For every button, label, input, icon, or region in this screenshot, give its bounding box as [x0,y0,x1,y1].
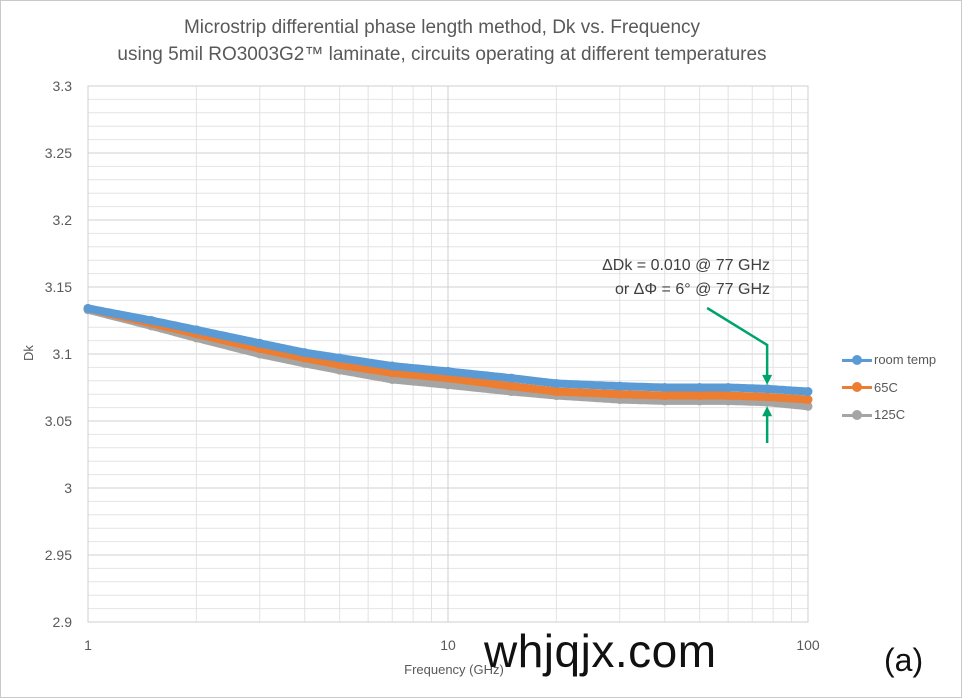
y-tick-label: 2.95 [45,547,72,563]
series-65c-point [506,381,516,391]
legend: room temp 65C 125C [842,346,936,429]
series-room-temp-point [506,373,516,383]
series-65c-point [762,392,772,402]
series-room-temp-point [723,383,733,392]
y-axis-label: Dk [21,345,36,361]
legend-swatch-room-temp [842,354,872,366]
series-65c-point [443,373,453,383]
annotation-arrows [706,306,773,443]
legend-swatch-65c [842,381,872,393]
legend-item-room-temp: room temp [842,346,936,374]
series-65c-point [695,391,705,401]
plot-area-border [87,85,809,623]
legend-label-room-temp: room temp [874,352,937,368]
series-65c-point [660,391,670,401]
y-tick-label: 2.9 [53,614,73,630]
tick-layer: 2.9 2.95 3 3.05 3.1 3.15 3.2 3.25 3.3 1 10 100 [45,78,820,653]
y-tick-label: 3.1 [53,346,73,362]
y-tick-label: 3 [64,480,72,496]
annotation-arrow-down [706,306,769,377]
y-tick-label: 3.15 [45,279,72,295]
series-125c-point [803,401,813,411]
x-tick-label: 1 [84,637,92,653]
chart-title-line2: using 5mil RO3003G2™ laminate, circuits … [117,44,767,65]
delta-phase-text: or ΔΦ = 6° @ 77 GHz [614,281,770,298]
x-axis-label: Frequency (GHz) [404,662,504,677]
series-room-temp-point [551,378,561,388]
series-room-temp-point [803,387,813,397]
y-tick-label: 3.3 [53,78,73,94]
legend-label-125c: 125C [874,407,906,423]
series-65c [83,303,813,405]
series-room-temp-point [615,381,625,391]
series-room-temp-point [191,325,201,335]
series-room-temp-point [83,303,93,313]
series-room-temp-point [660,383,670,392]
series-room-temp [83,303,813,397]
series-layer [83,303,813,411]
series-65c-point [335,360,345,370]
series-65c-point [723,391,733,401]
series-room-temp-point [146,316,156,325]
series-125c-point [443,380,453,390]
series-65c-point [615,389,625,399]
series-room-temp-point [300,348,310,358]
chart-title-line1: Microstrip differential phase length met… [183,17,701,38]
chart-title: Microstrip differential phase length met… [0,14,884,68]
y-tick-label: 3.2 [53,212,73,228]
y-tick-label: 3.05 [45,413,72,429]
y-tick-label: 3.25 [45,145,72,161]
series-65c-point [803,395,813,405]
delta-annotation: ΔDk = 0.010 @ 77 GHz or ΔΦ = 6° @ 77 GHz [602,254,770,302]
annotation-arrowhead-down [762,374,773,385]
delta-dk-text: ΔDk = 0.010 @ 77 GHz [602,257,770,274]
x-tick-label: 100 [796,637,820,653]
watermark-text: whjqjx.com [484,625,717,677]
legend-item-125c: 125C [842,401,936,429]
grid-layer [87,85,809,623]
legend-swatch-125c [842,409,872,421]
series-room-temp-point [335,353,345,363]
series-room-temp-point [762,384,772,394]
series-room-temp-point [387,361,397,371]
series-65c-point [387,368,397,378]
x-tick-label: 10 [440,637,456,653]
panel-label: (a) [884,642,924,678]
series-125c-point [387,374,397,384]
legend-label-65c: 65C [874,379,898,395]
series-room-temp-point [695,383,705,392]
series-room-temp-point [443,366,453,376]
series-room-temp-point [255,338,265,348]
series-65c-point [551,387,561,397]
legend-item-65c: 65C [842,374,936,402]
annotation-arrowhead-up [762,406,773,417]
